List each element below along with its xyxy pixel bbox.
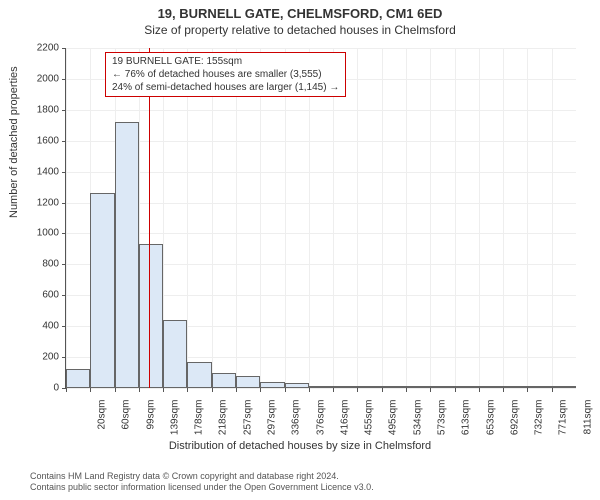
histogram-bar bbox=[309, 386, 333, 388]
histogram-bar bbox=[479, 386, 503, 388]
histogram-bar bbox=[187, 362, 211, 388]
x-tick-label: 495sqm bbox=[388, 400, 399, 440]
histogram-bar bbox=[406, 386, 430, 388]
x-tick-label: 139sqm bbox=[169, 400, 180, 440]
y-tick-label: 200 bbox=[19, 352, 59, 363]
histogram-bar bbox=[236, 376, 260, 388]
chart-title: 19, BURNELL GATE, CHELMSFORD, CM1 6ED bbox=[0, 0, 600, 21]
annotation-box: 19 BURNELL GATE: 155sqm ← 76% of detache… bbox=[105, 52, 346, 97]
x-tick-label: 653sqm bbox=[485, 400, 496, 440]
x-tick-label: 376sqm bbox=[315, 400, 326, 440]
x-tick-label: 20sqm bbox=[97, 400, 108, 440]
histogram-bar bbox=[430, 386, 454, 388]
histogram-bar bbox=[357, 386, 381, 388]
histogram-bar bbox=[115, 122, 139, 388]
x-tick-label: 60sqm bbox=[121, 400, 132, 440]
y-tick-label: 1000 bbox=[19, 228, 59, 239]
x-tick-label: 99sqm bbox=[145, 400, 156, 440]
histogram-bar bbox=[212, 373, 236, 388]
y-tick-label: 1600 bbox=[19, 135, 59, 146]
x-tick-label: 178sqm bbox=[194, 400, 205, 440]
y-tick-label: 1400 bbox=[19, 166, 59, 177]
histogram-bar bbox=[285, 383, 309, 388]
histogram-bar bbox=[139, 244, 163, 388]
x-tick-label: 297sqm bbox=[267, 400, 278, 440]
histogram-bar bbox=[90, 193, 114, 388]
x-tick-label: 416sqm bbox=[339, 400, 350, 440]
histogram-bar bbox=[455, 386, 479, 388]
x-tick-label: 455sqm bbox=[364, 400, 375, 440]
plot-area: 19 BURNELL GATE: 155sqm ← 76% of detache… bbox=[65, 48, 575, 388]
x-tick-label: 692sqm bbox=[509, 400, 520, 440]
x-tick-label: 534sqm bbox=[412, 400, 423, 440]
marker-line bbox=[149, 48, 150, 388]
x-tick-label: 771sqm bbox=[558, 400, 569, 440]
histogram-bar bbox=[66, 369, 90, 388]
attribution-footer: Contains HM Land Registry data © Crown c… bbox=[30, 471, 374, 494]
y-tick-label: 1200 bbox=[19, 197, 59, 208]
x-tick-label: 613sqm bbox=[461, 400, 472, 440]
footer-line-2: Contains public sector information licen… bbox=[30, 482, 374, 494]
x-tick-label: 811sqm bbox=[582, 400, 593, 440]
y-tick-label: 600 bbox=[19, 290, 59, 301]
histogram-bar bbox=[260, 382, 284, 388]
annotation-line-1: 19 BURNELL GATE: 155sqm bbox=[112, 55, 339, 68]
x-tick-label: 257sqm bbox=[242, 400, 253, 440]
y-tick-label: 0 bbox=[19, 383, 59, 394]
histogram-bar bbox=[333, 386, 357, 388]
y-tick-label: 2000 bbox=[19, 73, 59, 84]
histogram-bar bbox=[527, 386, 551, 388]
y-tick-label: 1800 bbox=[19, 104, 59, 115]
histogram-bar bbox=[163, 320, 187, 388]
histogram-bar bbox=[552, 386, 576, 388]
annotation-line-3: 24% of semi-detached houses are larger (… bbox=[112, 81, 339, 94]
histogram-bar bbox=[382, 386, 406, 388]
x-tick-label: 218sqm bbox=[218, 400, 229, 440]
chart-subtitle: Size of property relative to detached ho… bbox=[0, 21, 600, 37]
chart-container: 19, BURNELL GATE, CHELMSFORD, CM1 6ED Si… bbox=[0, 0, 600, 500]
footer-line-1: Contains HM Land Registry data © Crown c… bbox=[30, 471, 374, 483]
x-tick-label: 336sqm bbox=[291, 400, 302, 440]
y-tick-label: 2200 bbox=[19, 43, 59, 54]
annotation-line-2: ← 76% of detached houses are smaller (3,… bbox=[112, 68, 339, 81]
histogram-bar bbox=[503, 386, 527, 388]
y-tick-label: 800 bbox=[19, 259, 59, 270]
y-tick-label: 400 bbox=[19, 321, 59, 332]
x-tick-label: 732sqm bbox=[534, 400, 545, 440]
x-tick-label: 573sqm bbox=[437, 400, 448, 440]
x-axis-label: Distribution of detached houses by size … bbox=[0, 440, 600, 452]
